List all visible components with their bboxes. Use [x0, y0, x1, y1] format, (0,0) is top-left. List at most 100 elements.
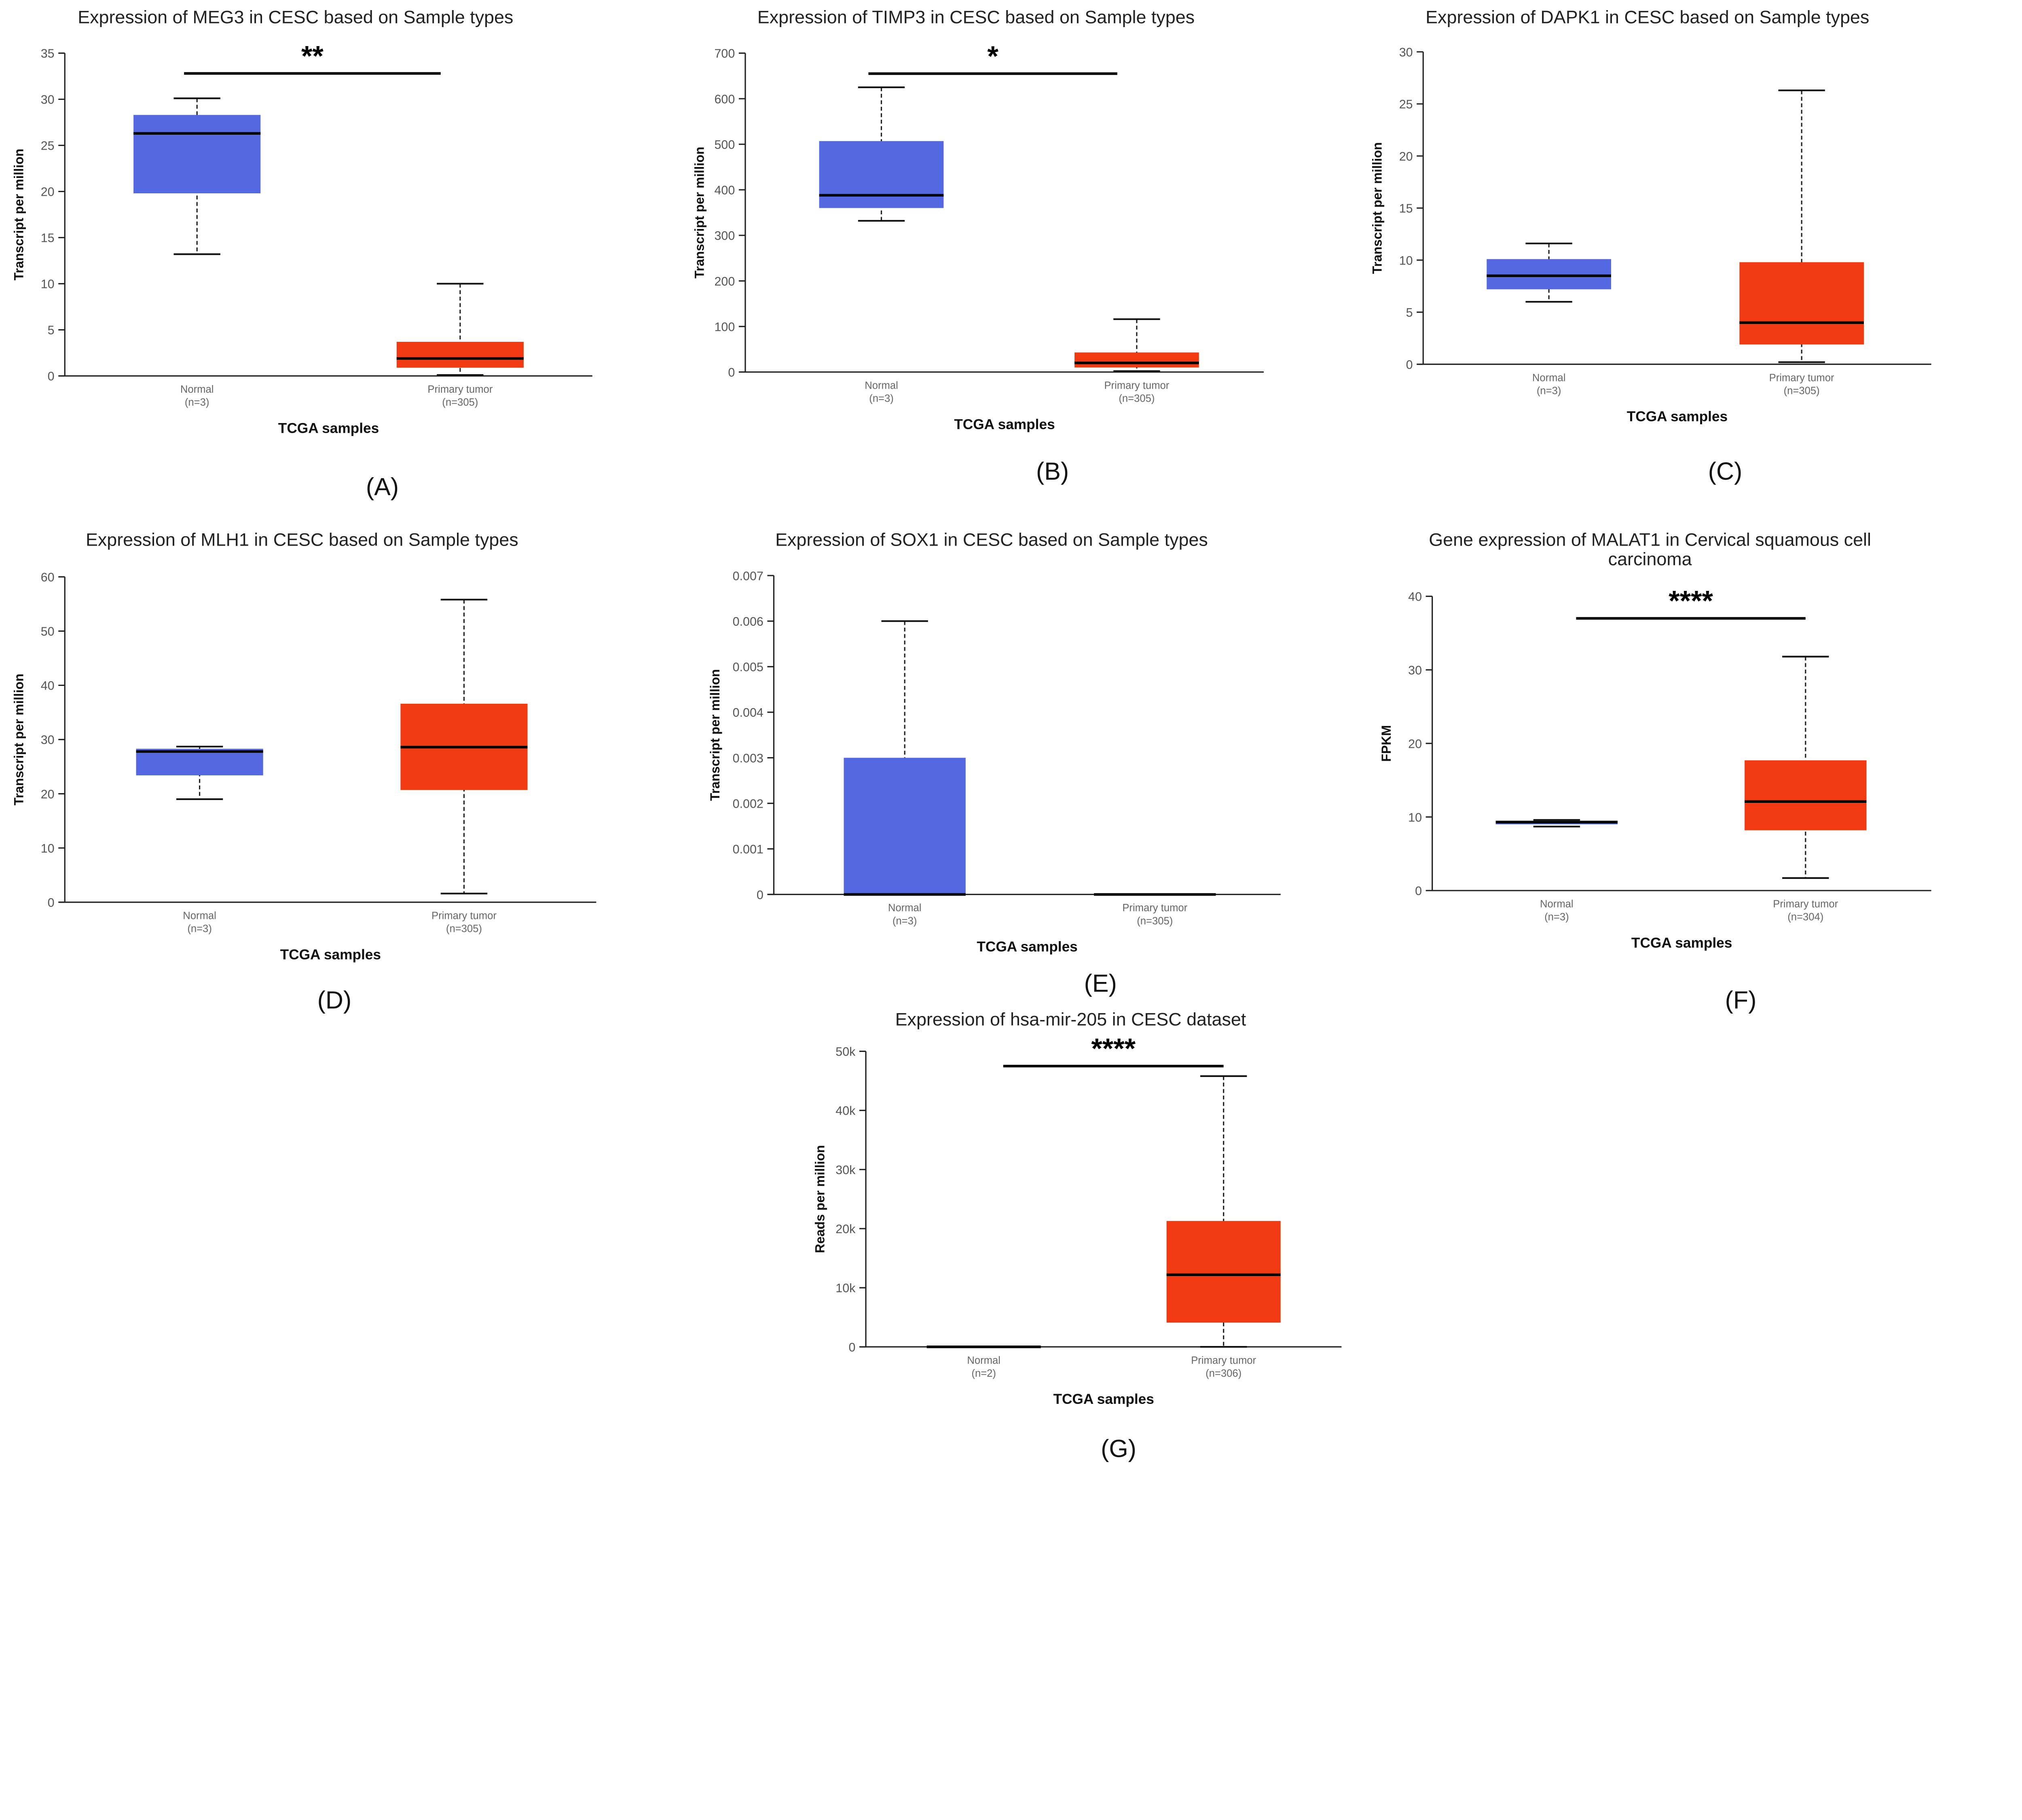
box-primary-tumor [1094, 893, 1216, 896]
y-tick-label: 0.007 [733, 569, 764, 583]
chart-panel: Expression of MLH1 in CESC based on Samp… [12, 529, 596, 1014]
y-tick-label: 0 [848, 1340, 855, 1354]
box-iqr [844, 758, 966, 895]
category-count: (n=3) [185, 397, 209, 408]
significance-label: **** [1669, 585, 1713, 617]
y-tick-label: 100 [715, 320, 735, 334]
y-tick-label: 30k [835, 1163, 856, 1177]
x-axis-label: TCGA samples [954, 417, 1055, 432]
panel-label: (D) [317, 986, 352, 1014]
chart-title: Expression of MLH1 in CESC based on Samp… [86, 529, 518, 550]
y-tick-label: 0 [1415, 884, 1422, 898]
y-axis-label: Transcript per million [12, 674, 26, 806]
x-axis-label: TCGA samples [977, 939, 1077, 955]
y-tick-label: 25 [41, 139, 55, 153]
y-tick-label: 40k [835, 1104, 856, 1118]
y-tick-label: 30 [41, 93, 55, 107]
category-count: (n=3) [187, 923, 212, 934]
box-iqr [1487, 259, 1611, 290]
box-primary-tumor [400, 599, 528, 895]
category-count: (n=305) [442, 397, 478, 408]
box-iqr [396, 342, 524, 368]
panel-label: (F) [1725, 986, 1757, 1014]
category-count: (n=3) [893, 915, 917, 927]
panel-label: (B) [1036, 457, 1069, 485]
box-normal [1495, 819, 1618, 827]
y-tick-label: 5 [1406, 306, 1413, 320]
box-iqr [1074, 352, 1199, 368]
y-tick-label: 35 [41, 47, 55, 61]
box-primary-tumor [1745, 656, 1867, 879]
y-tick-label: 10 [1408, 811, 1422, 824]
chart-title: Expression of SOX1 in CESC based on Samp… [775, 529, 1208, 550]
y-tick-label: 15 [41, 231, 55, 245]
category-label: Primary tumor [1191, 1355, 1256, 1366]
category-label: Primary tumor [1769, 372, 1834, 383]
y-axis-label: Transcript per million [1370, 142, 1385, 274]
box-iqr [136, 749, 263, 776]
y-tick-label: 300 [715, 229, 735, 243]
y-tick-label: 400 [715, 184, 735, 197]
y-tick-label: 0.002 [733, 797, 764, 811]
box-normal [136, 745, 263, 800]
x-axis-label: TCGA samples [1053, 1391, 1154, 1407]
y-axis-label: Transcript per million [708, 669, 722, 801]
chart-panel: Expression of TIMP3 in CESC based on Sam… [692, 7, 1264, 485]
y-axis-label: Transcript per million [692, 147, 706, 279]
x-axis-label: TCGA samples [1631, 935, 1732, 951]
y-tick-label: 60 [41, 571, 55, 584]
category-label: Primary tumor [1104, 380, 1169, 392]
significance-label: * [987, 40, 998, 72]
category-label: Normal [183, 910, 216, 921]
chart-title: Expression of MEG3 in CESC based on Samp… [78, 7, 513, 28]
panel-label: (A) [366, 473, 399, 500]
y-tick-label: 15 [1399, 202, 1413, 216]
box-iqr [1739, 262, 1864, 345]
category-count: (n=3) [1537, 385, 1561, 396]
y-tick-label: 10 [41, 277, 55, 291]
y-tick-label: 0.003 [733, 751, 764, 765]
chart-panel: Expression of SOX1 in CESC based on Samp… [708, 529, 1281, 997]
significance-label: ** [301, 40, 324, 72]
category-count: (n=3) [869, 393, 894, 404]
category-label: Normal [967, 1355, 1000, 1366]
category-label: Primary tumor [427, 384, 493, 395]
category-label: Normal [1532, 372, 1566, 383]
y-axis-label: Transcript per million [12, 149, 26, 281]
y-tick-label: 0 [1406, 358, 1413, 372]
y-tick-label: 50 [41, 625, 55, 639]
category-label: Normal [865, 380, 898, 392]
category-count: (n=305) [1119, 393, 1155, 404]
y-tick-label: 0.001 [733, 842, 764, 856]
x-axis-label: TCGA samples [1627, 409, 1728, 425]
y-tick-label: 0.006 [733, 615, 764, 629]
chart-title: Expression of hsa-mir-205 in CESC datase… [895, 1009, 1246, 1029]
panel-label: (E) [1084, 969, 1117, 997]
y-tick-label: 30 [1408, 663, 1422, 677]
chart-title: Expression of TIMP3 in CESC based on Sam… [757, 7, 1195, 28]
y-tick-label: 0.005 [733, 660, 764, 674]
y-tick-label: 0.004 [733, 706, 764, 720]
y-axis-label: FPKM [1379, 725, 1394, 762]
panel-label: (C) [1708, 457, 1743, 485]
y-tick-label: 50k [835, 1045, 856, 1059]
figure: Expression of MEG3 in CESC based on Samp… [12, 7, 1931, 1462]
y-tick-label: 30 [41, 733, 55, 747]
y-tick-label: 10 [1399, 254, 1413, 267]
panel-label: (G) [1101, 1435, 1136, 1462]
y-tick-label: 40 [1408, 590, 1422, 604]
y-tick-label: 20 [1399, 150, 1413, 163]
chart-title: carcinoma [1608, 548, 1692, 569]
y-tick-label: 20 [41, 185, 55, 199]
category-label: Primary tumor [1773, 899, 1838, 910]
chart-panel: Expression of MEG3 in CESC based on Samp… [12, 7, 592, 500]
box-primary-tumor [396, 283, 524, 376]
box-primary-tumor [1166, 1075, 1281, 1348]
category-label: Normal [1540, 899, 1574, 910]
y-tick-label: 30 [1399, 45, 1413, 59]
y-tick-label: 500 [715, 138, 735, 152]
y-tick-label: 25 [1399, 97, 1413, 111]
y-tick-label: 10 [41, 842, 55, 855]
significance-label: **** [1091, 1033, 1136, 1064]
box-iqr [1745, 760, 1867, 830]
